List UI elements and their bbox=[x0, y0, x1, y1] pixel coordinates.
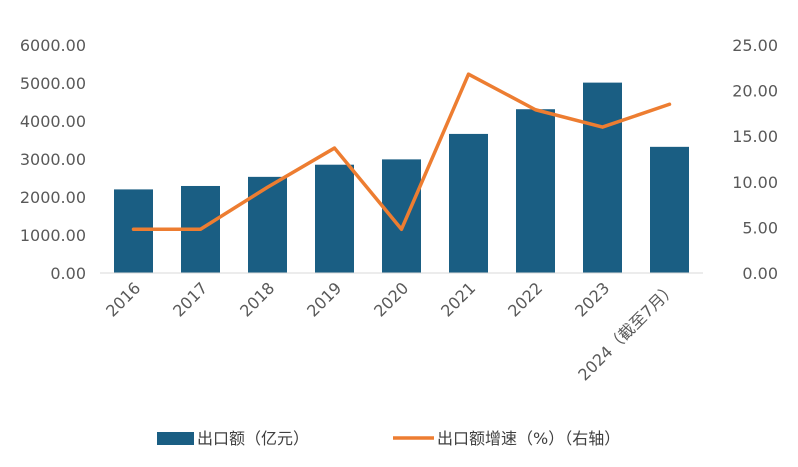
line-point bbox=[266, 185, 269, 189]
right-axis-tick-label: 25.00 bbox=[732, 36, 778, 55]
right-axis-ticks: 0.00 5.00 10.00 15.00 20.00 25.00 bbox=[732, 36, 778, 283]
right-axis-tick-label: 0.00 bbox=[742, 264, 778, 283]
left-axis-tick-label: 3000.00 bbox=[20, 150, 86, 169]
legend: 出口额（亿元） 出口额增速（%）（右轴） bbox=[157, 429, 620, 448]
x-axis-tick-label: 2023 bbox=[571, 278, 613, 320]
bar-series bbox=[114, 82, 689, 274]
legend-bar-swatch bbox=[157, 432, 194, 445]
line-series bbox=[131, 72, 672, 231]
right-axis-tick-label: 15.00 bbox=[732, 127, 778, 146]
bar bbox=[516, 109, 555, 273]
left-axis-tick-label: 0.00 bbox=[50, 264, 86, 283]
bar bbox=[583, 82, 622, 274]
legend-bar-label: 出口额（亿元） bbox=[197, 429, 309, 448]
x-axis-tick-label: 2019 bbox=[303, 278, 345, 320]
bar bbox=[315, 164, 354, 273]
bar bbox=[114, 189, 153, 273]
bar bbox=[449, 133, 488, 273]
x-axis-tick-label: 2016 bbox=[102, 278, 144, 320]
left-axis-tick-label: 1000.00 bbox=[20, 226, 86, 245]
legend-line-label: 出口额增速（%）（右轴） bbox=[437, 429, 620, 448]
bar bbox=[248, 176, 287, 273]
bar bbox=[650, 146, 689, 273]
left-axis-ticks: 0.00 1000.00 2000.00 3000.00 4000.00 5000.00 6… bbox=[20, 36, 86, 283]
line-point bbox=[400, 227, 403, 231]
line-point bbox=[467, 72, 470, 76]
x-axis-tick-label: 2022 bbox=[504, 278, 546, 320]
left-axis-tick-label: 5000.00 bbox=[20, 74, 86, 93]
right-axis-tick-label: 10.00 bbox=[732, 173, 778, 192]
x-axis-labels: 2016 2017 2018 2019 2020 2021 2022 20232024（截至7… bbox=[102, 278, 680, 384]
x-axis-tick-label: 2020 bbox=[370, 278, 412, 320]
x-axis-tick-label: 2018 bbox=[236, 278, 278, 320]
right-axis-tick-label: 5.00 bbox=[742, 218, 778, 237]
x-axis-tick-label: 2021 bbox=[437, 278, 479, 320]
bar bbox=[382, 159, 421, 273]
line-point bbox=[199, 227, 202, 231]
line-point bbox=[333, 146, 336, 150]
line-point bbox=[534, 108, 537, 112]
line-point bbox=[668, 102, 671, 106]
left-axis-tick-label: 2000.00 bbox=[20, 188, 86, 207]
line-point bbox=[132, 227, 135, 231]
left-axis-tick-label: 6000.00 bbox=[20, 36, 86, 55]
right-axis-tick-label: 20.00 bbox=[732, 82, 778, 101]
line-point bbox=[601, 125, 604, 129]
x-axis-tick-label: 2017 bbox=[169, 278, 211, 320]
left-axis-tick-label: 4000.00 bbox=[20, 112, 86, 131]
